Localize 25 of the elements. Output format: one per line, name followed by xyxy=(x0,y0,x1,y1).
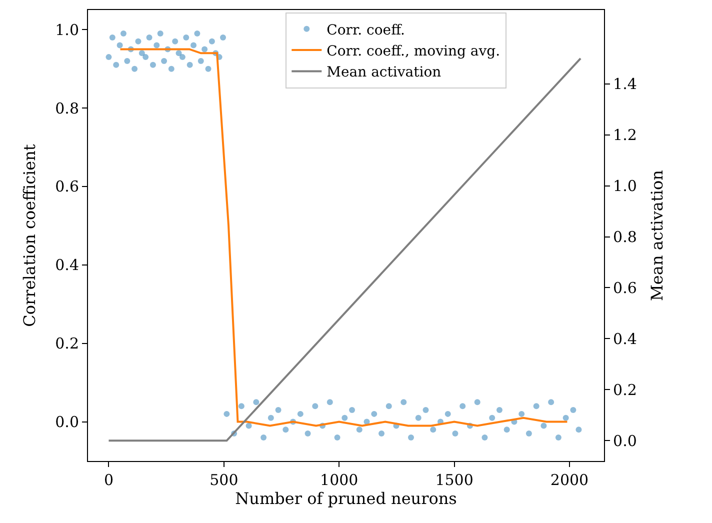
y2-tick-label: 0.6 xyxy=(613,278,637,297)
x-tick-label: 2000 xyxy=(550,471,589,489)
y2-tick-label: 1.4 xyxy=(613,75,637,94)
y2-axis-title: Mean activation xyxy=(648,170,667,301)
y-tick-label: 0.6 xyxy=(55,178,79,196)
x-tick-label: 500 xyxy=(210,471,238,489)
x-tick-label: 0 xyxy=(104,471,114,489)
legend-label: Mean activation xyxy=(326,64,442,81)
y2-tick-label: 0.8 xyxy=(613,228,637,246)
x-tick-label: 1000 xyxy=(320,471,358,489)
y2-tick-label: 0.4 xyxy=(613,330,637,348)
y-tick-label: 0.2 xyxy=(55,334,79,353)
y2-tick-label: 1.2 xyxy=(613,126,637,144)
legend-label: Corr. coeff. xyxy=(326,22,405,38)
y-tick-label: 0.8 xyxy=(55,99,79,118)
y-tick-label: 0.4 xyxy=(55,256,79,274)
y2-tick-label: 0.0 xyxy=(613,432,637,450)
y-tick-label: 0.0 xyxy=(55,413,79,432)
x-axis-title: Number of pruned neurons xyxy=(235,489,457,508)
legend-label: Corr. coeff., moving avg. xyxy=(326,44,500,60)
y2-tick-label: 0.2 xyxy=(613,380,637,399)
x-tick-label: 1500 xyxy=(435,471,474,489)
y2-tick-label: 1.0 xyxy=(613,177,637,196)
y-tick-label: 1.0 xyxy=(55,20,79,39)
y-axis-title: Correlation coefficient xyxy=(20,144,40,327)
